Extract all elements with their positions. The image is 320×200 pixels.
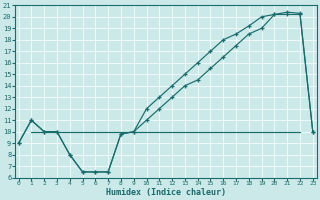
X-axis label: Humidex (Indice chaleur): Humidex (Indice chaleur) [106, 188, 226, 197]
